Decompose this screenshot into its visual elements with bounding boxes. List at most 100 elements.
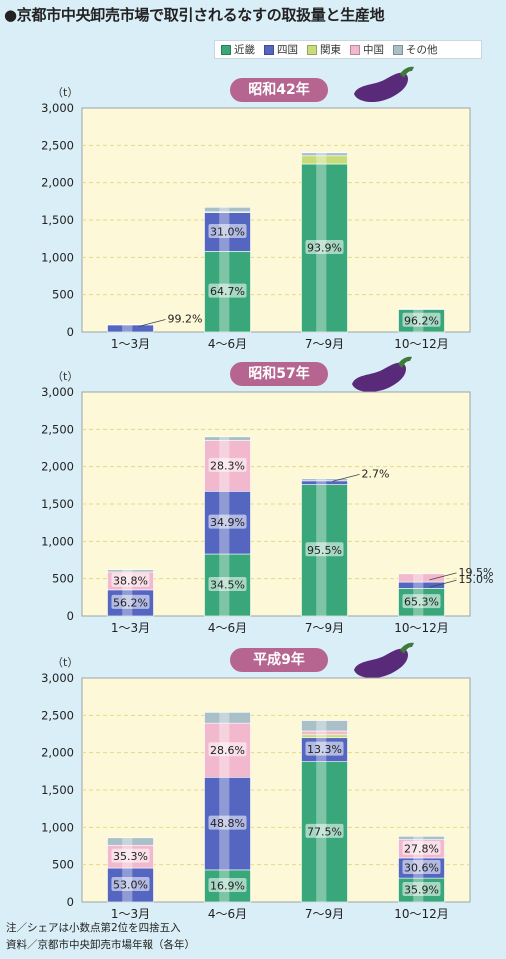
bar-highlight [413, 308, 424, 310]
bar-highlight [316, 155, 327, 164]
data-label: 28.3% [210, 459, 245, 472]
eggplant-icon [354, 66, 414, 102]
data-label: 56.2% [113, 596, 148, 609]
data-label: 16.9% [210, 879, 245, 892]
x-tick-label: 1～3月 [111, 907, 150, 921]
callout-line [429, 579, 457, 588]
legend-item-shikoku: 四国 [264, 42, 298, 57]
data-label: 38.8% [113, 574, 148, 587]
legend-swatch [350, 44, 360, 55]
data-label-bg [305, 823, 344, 838]
bar-highlight [122, 837, 133, 846]
data-label-bg [111, 848, 150, 863]
panel-title-s42: 昭和42年 [230, 78, 328, 102]
y-tick-label: 2,000 [41, 176, 74, 190]
bar-segment [301, 152, 348, 157]
bar-highlight [413, 582, 424, 589]
y-unit-label: （t） [52, 656, 78, 669]
data-label: 31.0% [210, 225, 245, 238]
data-label: 93.9% [307, 242, 342, 255]
data-label-bg [305, 240, 344, 254]
data-label-bg [111, 877, 150, 892]
y-unit-label: （t） [52, 86, 78, 99]
data-label-bg [402, 860, 441, 875]
x-tick-label: 4～6月 [208, 907, 247, 921]
data-label: 35.3% [113, 850, 148, 863]
x-tick-label: 4～6月 [208, 337, 247, 351]
legend-label: 四国 [277, 44, 298, 56]
legend-label: 関東 [320, 44, 341, 56]
bar-highlight [219, 436, 230, 441]
bar-segment [107, 324, 154, 326]
data-label-bg [208, 283, 247, 298]
data-label: 34.5% [210, 579, 245, 592]
x-tick-label: 7～9月 [305, 907, 344, 921]
x-tick-label: 10～12月 [394, 337, 449, 351]
bar-highlight [316, 720, 327, 732]
data-label: 35.9% [404, 884, 439, 897]
data-label-bg [111, 594, 150, 609]
note-source: 資料／京都市中央卸売市場年報（各年） [6, 939, 195, 951]
bar-highlight [316, 480, 327, 485]
bar-highlight [316, 478, 327, 481]
y-tick-label: 2,500 [41, 138, 74, 152]
data-label: 2.7% [362, 467, 390, 480]
bar-segment [398, 308, 445, 310]
data-label-bg [208, 877, 247, 892]
bar-highlight [122, 324, 133, 326]
data-label-bg [208, 577, 247, 592]
bar-highlight [316, 734, 327, 738]
bar-highlight [316, 152, 327, 156]
y-tick-label: 2,500 [41, 422, 74, 436]
data-label: 28.6% [210, 744, 245, 757]
y-tick-label: 1,500 [41, 213, 74, 227]
y-tick-label: 1,000 [41, 820, 74, 834]
data-label: 15.0% [459, 573, 494, 586]
bar-highlight [219, 211, 230, 213]
legend-swatch [393, 44, 403, 55]
data-label: 95.5% [307, 544, 342, 557]
y-tick-label: 2,500 [41, 708, 74, 722]
x-tick-label: 10～12月 [394, 621, 449, 635]
bar-highlight [413, 836, 424, 840]
legend-label: 中国 [363, 44, 384, 56]
bar-segment [107, 569, 154, 573]
data-label-bg [402, 312, 441, 327]
y-tick-label: 3,000 [41, 101, 74, 115]
data-label: 19.5% [459, 566, 494, 579]
x-tick-label: 1～3月 [111, 621, 150, 635]
bar-segment [398, 573, 445, 583]
bar-segment [301, 478, 348, 482]
chart-panel-h9: （t） 0 500 1,000 1,500 2,000 2,500 3,000 1～3月 4～6月… [41, 656, 471, 921]
y-tick-label: 3,000 [41, 671, 74, 685]
data-label-bg [305, 542, 344, 557]
bar-highlight [219, 712, 230, 724]
legend-label: その他 [406, 44, 438, 56]
callout-line [429, 572, 457, 581]
chart-panel-s42: （t） 0 500 1,000 1,500 2,000 2,500 3,000 1～3月 4～6月… [41, 86, 471, 351]
y-tick-label: 0 [67, 895, 74, 909]
legend-swatch [221, 44, 231, 55]
y-unit-label: （t） [52, 370, 78, 383]
y-tick-label: 500 [52, 572, 74, 586]
data-label: 34.9% [210, 516, 245, 529]
callout-line [138, 319, 166, 327]
note-rounding: 注／シェアは小数点第2位を四捨五入 [6, 922, 181, 934]
y-tick-label: 2,000 [41, 746, 74, 760]
y-tick-label: 500 [52, 288, 74, 302]
bar-highlight [316, 731, 327, 735]
y-tick-label: 0 [67, 325, 74, 339]
legend-item-kanto: 関東 [307, 42, 341, 57]
data-label: 96.2% [404, 314, 439, 327]
data-label-bg [208, 742, 247, 757]
eggplant-icon [354, 642, 414, 678]
bar-segment [398, 835, 445, 840]
y-tick-label: 0 [67, 609, 74, 623]
bar-segment [204, 712, 251, 724]
y-tick-label: 1,000 [41, 534, 74, 548]
y-tick-label: 1,500 [41, 497, 74, 511]
chart-panel-s57: （t） 0 500 1,000 1,500 2,000 2,500 3,000 1～3月 4～6月… [41, 370, 494, 635]
data-label: 13.3% [307, 743, 342, 756]
data-label: 64.7% [210, 285, 245, 298]
